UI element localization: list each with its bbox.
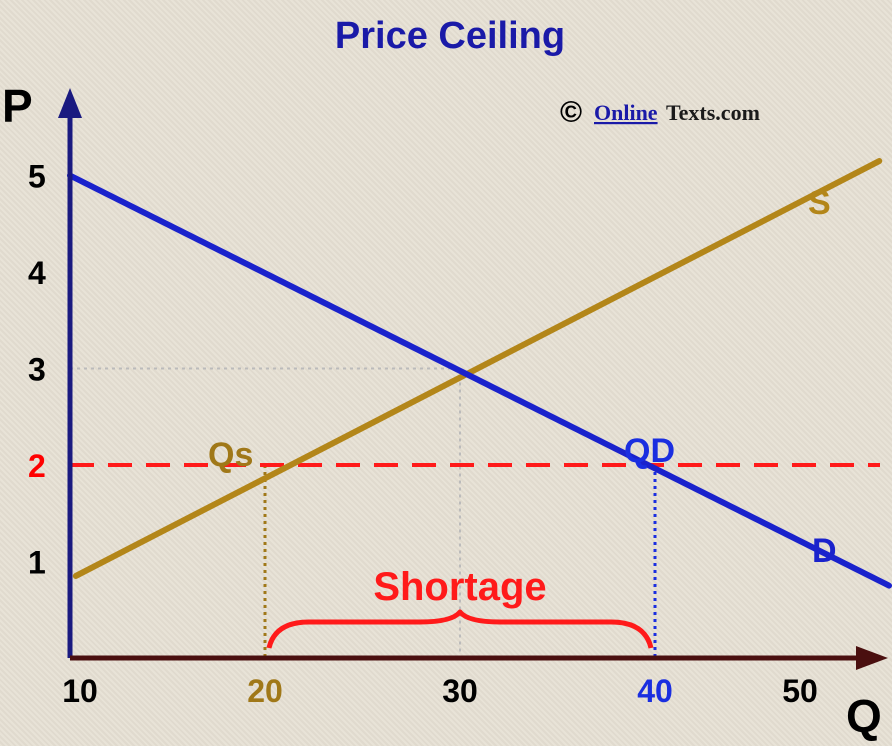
y-axis-label: P <box>2 80 33 132</box>
demand-curve <box>67 172 892 589</box>
chart-title: Price Ceiling <box>335 15 565 57</box>
labels: P Q 1 2 3 4 5 10 20 30 40 50 S D Qs QD <box>2 80 882 742</box>
shortage-brace-group: Shortage <box>266 565 654 649</box>
y-tick-label-5: 5 <box>28 159 46 195</box>
credit-name-link[interactable]: Online <box>594 100 658 125</box>
copyright-symbol: © <box>560 96 582 129</box>
supply-curve-label: S <box>808 184 831 222</box>
x-tick-label-20: 20 <box>247 673 283 709</box>
y-tick-label-4: 4 <box>28 255 46 291</box>
qs-label: Qs <box>208 436 253 474</box>
demand-curve-label: D <box>812 532 837 570</box>
x-tick-label-10: 10 <box>62 673 98 709</box>
reference-lines <box>70 367 657 658</box>
x-tick-label-30: 30 <box>442 673 478 709</box>
supply-curve <box>72 158 883 579</box>
x-tick-label-40: 40 <box>637 673 673 709</box>
x-axis-label: Q <box>846 690 882 742</box>
x-axis-arrow-icon <box>856 646 888 670</box>
shortage-label: Shortage <box>373 565 546 609</box>
credit-name-rest: Texts.com <box>666 100 760 125</box>
axes <box>58 88 888 670</box>
y-tick-label-1: 1 <box>28 545 46 581</box>
curves <box>67 158 892 589</box>
y-tick-label-2: 2 <box>28 448 46 484</box>
y-axis-arrow-icon <box>58 88 82 118</box>
credit: © Online Texts.com <box>560 96 760 129</box>
y-tick-label-3: 3 <box>28 352 46 388</box>
shortage-brace <box>266 609 654 649</box>
x-tick-label-50: 50 <box>782 673 818 709</box>
qd-label: QD <box>624 432 675 470</box>
